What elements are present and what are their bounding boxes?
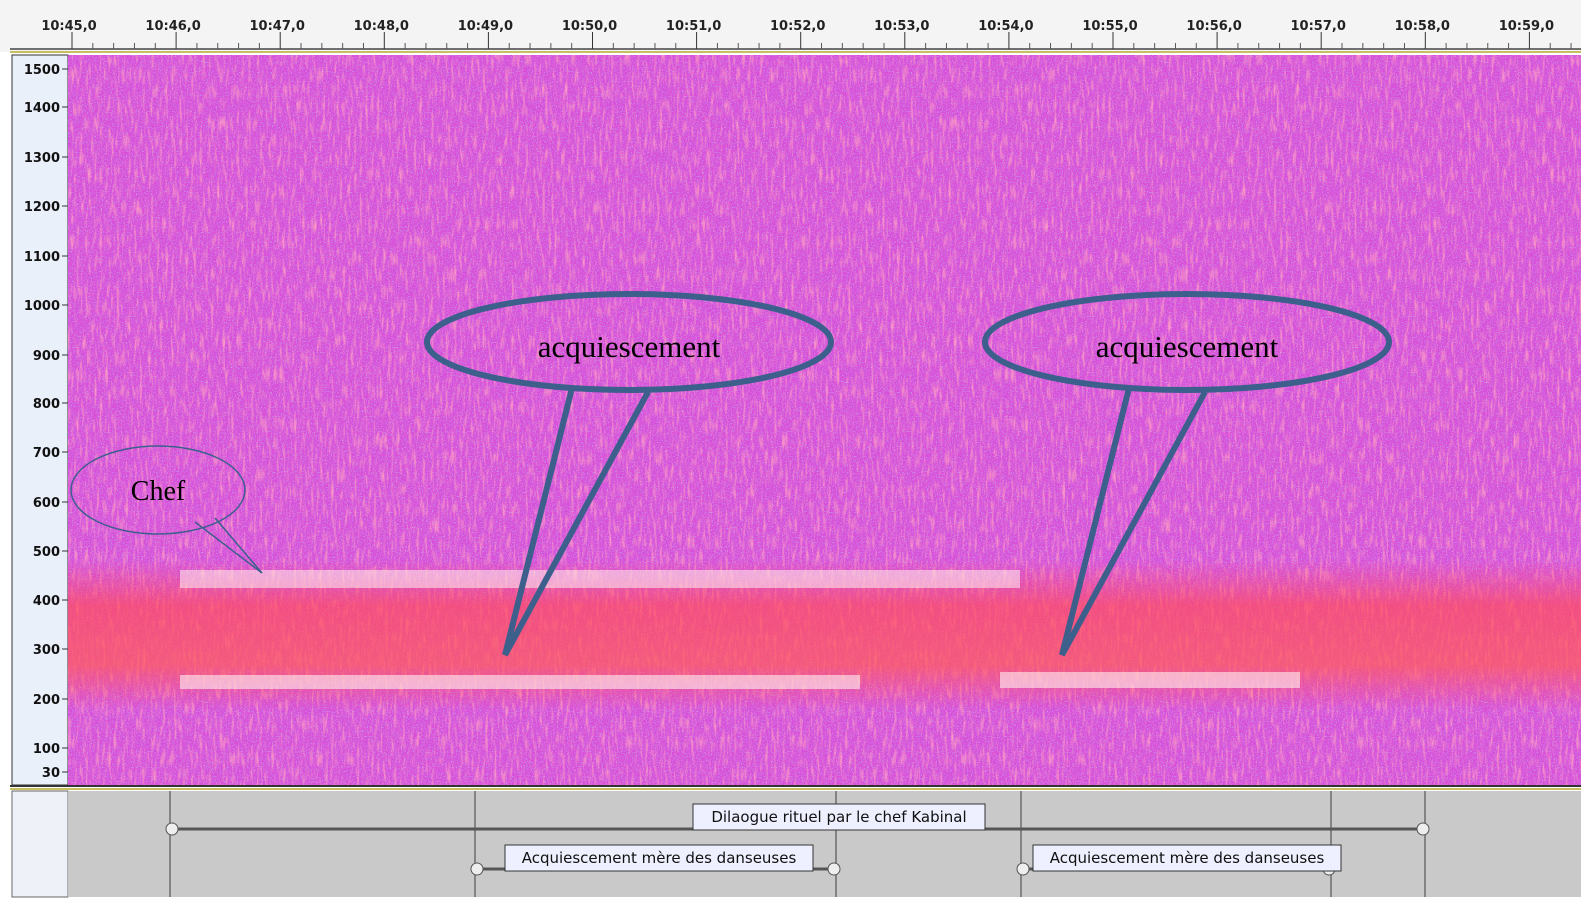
label-text[interactable]: Acquiescement mère des danseuses [1050, 849, 1325, 867]
label-box[interactable] [504, 844, 814, 872]
frequency-axis-panel [11, 54, 69, 786]
frequency-tick-label: 1400 [24, 101, 60, 116]
frequency-tick-label: 700 [33, 446, 60, 461]
label-boxes: Dilaogue rituel par le chef Kabinal Acqu… [504, 803, 1342, 872]
frequency-tick-label: 1500 [24, 63, 60, 78]
frequency-tick-label: 1200 [24, 200, 60, 215]
callout-bubble [982, 291, 1392, 393]
label-handle[interactable] [165, 822, 179, 836]
time-tick-label: 10:48,0 [354, 19, 409, 34]
spectrogram-harmonic [180, 675, 860, 689]
label-handle[interactable] [1016, 862, 1030, 876]
frequency-tick-label: 800 [33, 397, 60, 412]
frequency-tick-label: 500 [33, 545, 60, 560]
spectrogram-harmonic [180, 570, 1020, 588]
time-ruler [0, 0, 1581, 52]
frequency-ticks: 1500 1400 1300 1200 1100 1000 900 800 700 600 500 4… [24, 63, 68, 781]
time-tick-label: 10:52,0 [770, 19, 825, 34]
callout-label: acquiescement [538, 329, 721, 364]
callout-bubble [70, 445, 246, 535]
callout-tail [194, 517, 263, 574]
label-track-panel [11, 790, 69, 898]
label-handle[interactable] [470, 862, 484, 876]
time-tick-label: 10:45,0 [41, 19, 96, 34]
frequency-tick-label: 600 [33, 496, 60, 511]
time-tick-label: 10:49,0 [458, 19, 513, 34]
label-handle[interactable] [1416, 822, 1430, 836]
label-text[interactable]: Acquiescement mère des danseuses [522, 849, 797, 867]
frequency-tick-label: 30 [42, 766, 60, 781]
frequency-tick-label: 1300 [24, 151, 60, 166]
ruler-ticks: 10:45,0 10:46,0 10:47,0 10:48,0 10:49,0 10:50… [41, 19, 1572, 49]
label-box[interactable] [692, 803, 986, 831]
time-tick-label: 10:54,0 [978, 19, 1033, 34]
callout-label: Chef [131, 476, 186, 507]
callout-tail [502, 387, 651, 657]
frequency-tick-label: 1100 [24, 250, 60, 265]
callout-tail [1059, 387, 1208, 657]
time-tick-label: 10:56,0 [1186, 19, 1241, 34]
spectrogram-harmonic [1000, 672, 1300, 688]
label-box[interactable] [1032, 844, 1342, 872]
callout-label: acquiescement [1096, 329, 1279, 364]
time-tick-label: 10:55,0 [1082, 19, 1137, 34]
label-text[interactable]: Dilaogue rituel par le chef Kabinal [711, 808, 966, 826]
time-tick-label: 10:57,0 [1291, 19, 1346, 34]
label-boundaries [169, 791, 1426, 897]
label-handle[interactable] [827, 862, 841, 876]
spectrogram [68, 55, 1581, 785]
callout-bubble [424, 291, 834, 393]
frequency-tick-label: 1000 [24, 299, 60, 314]
time-tick-label: 10:53,0 [874, 19, 929, 34]
frequency-tick-label: 200 [33, 693, 60, 708]
frequency-tick-label: 400 [33, 594, 60, 609]
frequency-tick-label: 300 [33, 643, 60, 658]
frequency-tick-label: 100 [33, 742, 60, 757]
time-tick-label: 10:51,0 [666, 19, 721, 34]
time-tick-label: 10:58,0 [1395, 19, 1450, 34]
time-tick-label: 10:59,0 [1499, 19, 1554, 34]
callouts: Chef acquiescement acquiescement [70, 291, 1392, 657]
frequency-tick-label: 900 [33, 349, 60, 364]
time-tick-label: 10:47,0 [250, 19, 305, 34]
time-tick-label: 10:46,0 [145, 19, 200, 34]
time-tick-label: 10:50,0 [562, 19, 617, 34]
